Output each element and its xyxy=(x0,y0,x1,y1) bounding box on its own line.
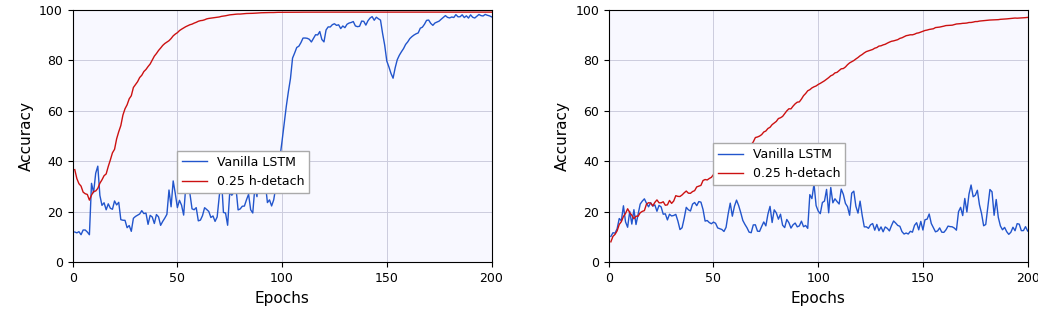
Vanilla LSTM xyxy=(486,15,498,19)
Vanilla LSTM xyxy=(87,191,100,195)
Vanilla LSTM xyxy=(95,204,108,207)
Line: 0.25 h-detach: 0.25 h-detach xyxy=(75,12,492,200)
X-axis label: Epochs: Epochs xyxy=(254,291,309,306)
0.25 h-detach xyxy=(486,10,498,14)
0.25 h-detach xyxy=(468,10,481,14)
Vanilla LSTM xyxy=(83,233,95,237)
Vanilla LSTM xyxy=(630,223,643,227)
Y-axis label: Accuracy: Accuracy xyxy=(554,101,570,171)
Legend: Vanilla LSTM, 0.25 h-detach: Vanilla LSTM, 0.25 h-detach xyxy=(713,143,846,185)
Legend: Vanilla LSTM, 0.25 h-detach: Vanilla LSTM, 0.25 h-detach xyxy=(176,151,309,193)
Vanilla LSTM xyxy=(682,208,694,212)
Vanilla LSTM xyxy=(715,228,728,231)
0.25 h-detach xyxy=(69,168,81,172)
0.25 h-detach xyxy=(682,191,694,195)
Vanilla LSTM xyxy=(1021,229,1034,233)
Vanilla LSTM xyxy=(466,15,479,19)
Y-axis label: Accuracy: Accuracy xyxy=(19,101,33,171)
0.25 h-detach xyxy=(715,168,728,172)
0.25 h-detach xyxy=(1021,15,1034,19)
Vanilla LSTM xyxy=(622,225,634,229)
0.25 h-detach xyxy=(1001,17,1013,21)
0.25 h-detach xyxy=(182,24,194,28)
Vanilla LSTM xyxy=(808,182,820,186)
Vanilla LSTM xyxy=(605,235,618,238)
0.25 h-detach xyxy=(630,214,643,218)
0.25 h-detach xyxy=(454,10,466,14)
Vanilla LSTM xyxy=(69,230,81,234)
Line: 0.25 h-detach: 0.25 h-detach xyxy=(611,17,1028,242)
Vanilla LSTM xyxy=(452,15,464,19)
0.25 h-detach xyxy=(148,54,161,58)
0.25 h-detach xyxy=(95,178,108,182)
Vanilla LSTM xyxy=(988,213,1001,217)
Vanilla LSTM xyxy=(148,221,161,225)
0.25 h-detach xyxy=(622,207,634,211)
0.25 h-detach xyxy=(87,189,100,193)
Vanilla LSTM xyxy=(479,12,491,16)
0.25 h-detach xyxy=(986,18,999,22)
Vanilla LSTM xyxy=(1003,232,1015,236)
0.25 h-detach xyxy=(338,10,351,14)
0.25 h-detach xyxy=(83,198,95,202)
0.25 h-detach xyxy=(605,240,618,244)
Line: Vanilla LSTM: Vanilla LSTM xyxy=(75,14,492,235)
Line: Vanilla LSTM: Vanilla LSTM xyxy=(611,184,1028,236)
X-axis label: Epochs: Epochs xyxy=(791,291,846,306)
Vanilla LSTM xyxy=(182,172,194,176)
